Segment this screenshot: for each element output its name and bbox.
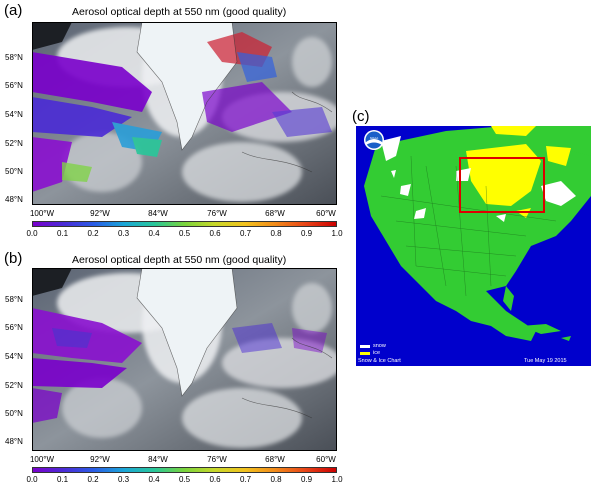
lon-label: 68°W [265,209,285,218]
caribbean [521,324,561,334]
lon-label: 100°W [29,455,55,464]
colorbar-tick-label: 0.2 [87,229,99,238]
colorbar-tick-label: 0.1 [56,229,69,238]
lon-label: 76°W [207,209,227,218]
colorbar-tick-label: 0.8 [270,475,282,484]
colorbar-tick-label: 1.0 [331,229,343,238]
panel-title: Aerosol optical depth at 550 nm (good qu… [72,254,287,266]
lon-label: 68°W [265,455,285,464]
lat-label: 54°N [5,110,23,119]
panel-label: (b) [4,250,23,267]
colorbar-tick-label: 0.2 [87,475,99,484]
colorbar-tick-label: 0.5 [178,229,191,238]
colorbar-tick-label: 0.8 [270,229,282,238]
lat-label: 50°N [5,409,23,418]
legend-label-ice: ice [373,350,381,356]
colorbar-tick-label: 0.7 [239,475,252,484]
aod-overlay [32,32,332,192]
aod-map-a [32,22,337,205]
colorbar-ticks: 0.0 0.1 0.2 0.3 0.4 0.5 0.6 0.7 0.8 0.9 1.0 [26,229,342,241]
colorbar-tick-label: 0.6 [209,229,221,238]
lat-label: 52°N [5,139,23,148]
legend-label-snow: snow [373,343,386,349]
ice-cover [466,126,571,218]
legend-swatch-snow [360,345,370,348]
colorbar-tick-label: 0.0 [26,229,38,238]
panel-a: (a) Aerosol optical depth at 550 nm (goo… [0,0,343,245]
lat-label: 58°N [5,295,23,304]
noaa-logo: NOAA [364,130,384,150]
colorbar-ticks: 0.0 0.1 0.2 0.3 0.4 0.5 0.6 0.7 0.8 0.9 1.0 [26,475,342,487]
colorbar [32,221,337,227]
panel-label: (a) [4,2,23,19]
lat-label: 52°N [5,381,23,390]
colorbar-tick-label: 0.3 [117,475,130,484]
lat-label: 48°N [5,437,23,446]
coastlines [136,268,333,419]
lat-label: 56°N [5,81,23,90]
colorbar-tick-label: 0.1 [56,475,69,484]
colorbar-tick-label: 0.7 [239,229,252,238]
snow-ice-map: NOAA [356,126,591,366]
boundaries [380,155,557,297]
dark-region [32,268,72,296]
panel-c: (c) [346,108,598,370]
lon-label: 92°W [90,455,110,464]
colorbar-tick-label: 0.5 [178,475,191,484]
lon-label: 100°W [29,209,55,218]
colorbar-tick-label: 0.9 [300,229,313,238]
lat-label: 54°N [5,352,23,361]
aod-overlay [32,308,327,423]
colorbar-tick-label: 0.6 [209,475,221,484]
highlight-box [459,157,545,213]
panel-b: (b) Aerosol optical depth at 550 nm (goo… [0,246,343,491]
lon-label: 76°W [207,455,227,464]
legend [360,345,370,355]
colorbar-tick-label: 0.4 [148,229,160,238]
legend-swatch-ice [360,352,370,355]
chart-caption: Snow & Ice Chart [358,358,401,364]
colorbar-tick-label: 0.0 [26,475,38,484]
lon-label: 92°W [90,209,110,218]
colorbar-tick-label: 0.9 [300,475,313,484]
colorbar [32,467,337,473]
lon-label: 60°W [316,455,336,464]
panel-label: (c) [352,108,370,125]
date-label: Tue May 19 2015 [524,358,567,364]
lon-label: 84°W [148,455,168,464]
colorbar-tick-label: 1.0 [331,475,343,484]
hudson-bay [137,268,237,396]
panel-title: Aerosol optical depth at 550 nm (good qu… [72,6,287,18]
coastlines [136,22,333,173]
lat-label: 58°N [5,53,23,62]
colorbar-tick-label: 0.4 [148,475,160,484]
dark-region [32,22,72,50]
lat-label: 50°N [5,167,23,176]
colorbar-tick-label: 0.3 [117,229,130,238]
aod-map-b [32,268,337,451]
noaa-logo-text: NOAA [370,136,379,140]
lat-label: 48°N [5,195,23,204]
lat-label: 56°N [5,323,23,332]
lon-label: 60°W [316,209,336,218]
lon-label: 84°W [148,209,168,218]
hudson-bay [137,22,237,150]
